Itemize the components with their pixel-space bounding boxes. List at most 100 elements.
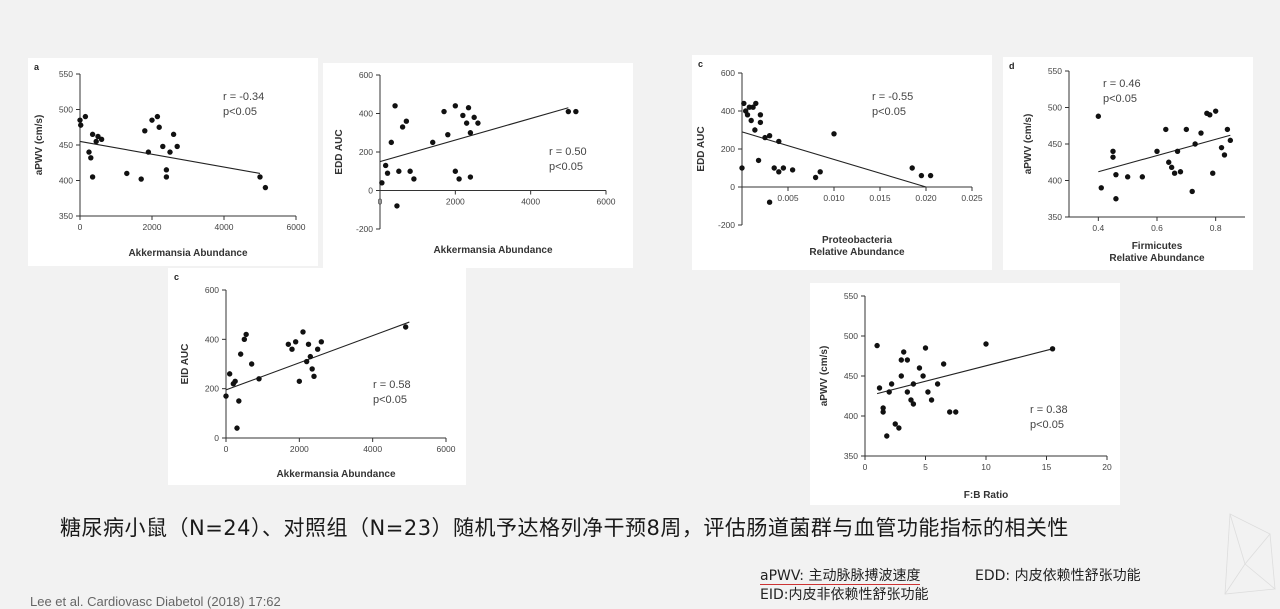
panel-label: c	[174, 272, 179, 282]
scatter-panel-a: 350 400 450 500 550 0 2000 4000 6000 Akkermansia …	[28, 58, 318, 266]
data-point	[78, 122, 84, 128]
scatter-panel-c: -200 0 200 400 600 0.005 0.010 0.015 0.020 0.025 P…	[692, 55, 992, 270]
data-point	[471, 114, 477, 121]
y-tick-label: 450	[59, 140, 73, 150]
legend-eid: EID:内皮非依赖性舒张功能	[760, 587, 929, 603]
x-tick-label: 0.015	[869, 193, 891, 203]
y-tick-label: 0	[214, 433, 219, 443]
y-axis-label: EID AUC	[180, 344, 191, 385]
data-point	[394, 203, 400, 209]
data-point	[296, 378, 303, 384]
stats-annotation: p<0.05	[373, 394, 407, 406]
x-axis-label: Proteobacteria	[822, 235, 892, 246]
data-point	[311, 373, 317, 380]
y-tick-label: 350	[844, 451, 858, 461]
data-point	[910, 381, 917, 387]
data-point	[262, 184, 269, 191]
x-axis-label: Firmicutes	[1132, 241, 1183, 252]
data-point	[1227, 137, 1234, 144]
data-point	[384, 170, 391, 176]
data-point	[465, 105, 472, 111]
data-point	[307, 353, 314, 360]
x-tick-label: 6000	[437, 444, 456, 454]
y-tick-label: 200	[205, 384, 219, 394]
data-point	[1163, 126, 1169, 133]
data-point	[142, 128, 148, 134]
data-point	[1171, 170, 1178, 176]
data-point	[170, 131, 177, 138]
data-point	[241, 336, 248, 343]
data-point	[1198, 130, 1204, 136]
data-point	[475, 120, 481, 126]
data-point	[888, 381, 895, 387]
data-point	[1049, 346, 1056, 352]
data-point	[138, 176, 144, 182]
data-point	[392, 103, 398, 109]
y-tick-label: 600	[721, 68, 735, 78]
data-point	[753, 100, 759, 107]
y-tick-label: 550	[1048, 66, 1062, 76]
scatter-svg-c: -200 0 200 400 600 0.005 0.010 0.015 0.020 0.025 P…	[696, 59, 983, 258]
data-point	[402, 324, 409, 330]
data-point	[922, 345, 929, 351]
data-point	[149, 117, 155, 123]
y-tick-label: 600	[205, 285, 219, 295]
y-tick-label: 400	[359, 109, 373, 119]
data-point	[817, 169, 823, 175]
data-point	[812, 174, 819, 181]
y-axis-label: aPWV (cm/s)	[34, 115, 45, 176]
data-point	[916, 365, 923, 371]
trend-line	[1098, 134, 1231, 173]
data-point	[908, 397, 914, 403]
scatter-panel-f: 350 400 450 500 550 0 5 10 15 20 F:B Ratio aPWV (cm…	[810, 283, 1120, 505]
scatter-panel-d: 350 400 450 500 550 0.4 0.6 0.8 Firmicutes Relati…	[1003, 57, 1253, 270]
stats-annotation: r = 0.58	[373, 379, 411, 391]
data-point	[565, 108, 572, 115]
data-point	[89, 131, 96, 138]
data-point	[256, 376, 262, 382]
x-tick-label: 0	[78, 222, 83, 232]
x-tick-label: 2000	[290, 444, 309, 454]
data-point	[430, 139, 436, 146]
y-axis-label: EDD AUC	[334, 129, 345, 174]
data-point	[243, 331, 249, 338]
data-point	[86, 149, 92, 155]
x-tick-label: 0.025	[961, 193, 983, 203]
data-point	[441, 108, 447, 115]
stats-annotation: p<0.05	[549, 161, 583, 173]
data-point	[766, 199, 773, 205]
data-point	[160, 143, 166, 150]
data-point	[776, 138, 782, 145]
data-point	[739, 165, 745, 171]
y-tick-label: 400	[721, 106, 735, 116]
data-point	[285, 341, 292, 347]
data-point	[1098, 185, 1104, 191]
data-point	[940, 361, 947, 367]
x-axis-label: F:B Ratio	[964, 490, 1008, 501]
data-point	[927, 172, 934, 179]
trend-line	[741, 131, 927, 188]
trend-line	[79, 140, 261, 174]
scatter-panel-e: 0 200 400 600 0 2000 4000 6000 Akkermansia Abund…	[168, 268, 466, 485]
data-point	[1218, 144, 1225, 151]
data-point	[154, 113, 161, 120]
data-point	[463, 120, 470, 126]
data-point	[898, 357, 904, 363]
data-point	[1177, 169, 1184, 175]
citation: Lee et al. Cardiovasc Diabetol (2018) 17…	[30, 594, 281, 609]
data-point	[388, 139, 394, 146]
data-point	[920, 373, 926, 379]
stats-annotation: p<0.05	[223, 106, 257, 118]
data-point	[93, 138, 99, 145]
scatter-panel-b: -200 0 200 400 600 0 2000 4000 6000 Akkermansia A…	[323, 63, 633, 268]
data-point	[456, 176, 462, 182]
y-tick-label: 0	[730, 182, 735, 192]
y-tick-label: 450	[1048, 139, 1062, 149]
panel-label: a	[34, 62, 40, 72]
x-tick-label: 4000	[521, 197, 540, 207]
data-point	[874, 342, 880, 349]
data-point	[411, 176, 417, 182]
data-point	[789, 167, 796, 173]
data-point	[407, 168, 413, 174]
